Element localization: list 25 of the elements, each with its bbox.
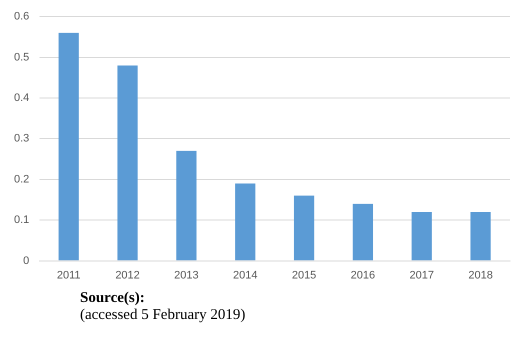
bar bbox=[412, 212, 432, 260]
text: (accessed 5 February 2019) bbox=[80, 307, 246, 324]
bar bbox=[235, 183, 256, 260]
y-tick-label: 0.3 bbox=[14, 132, 30, 145]
x-tick-label: 2014 bbox=[232, 269, 258, 282]
bar bbox=[352, 204, 374, 260]
y-tick-label: 0.2 bbox=[14, 173, 30, 186]
x-tick-label: 2013 bbox=[174, 269, 199, 282]
y-tick-label: 0 bbox=[23, 254, 30, 267]
bar bbox=[117, 65, 138, 260]
x-tick-label: 2015 bbox=[292, 269, 316, 282]
bar bbox=[176, 150, 197, 260]
y-tick-label: 0.1 bbox=[14, 214, 30, 226]
y-tick-label: 0.4 bbox=[14, 92, 30, 104]
bar bbox=[294, 196, 314, 260]
x-tick-label: 2016 bbox=[350, 269, 376, 282]
y-tick-label: 0.5 bbox=[14, 51, 30, 64]
bar bbox=[58, 32, 79, 260]
x-tick-label: 2017 bbox=[410, 269, 434, 282]
y-tick-label: 0.6 bbox=[14, 10, 30, 23]
x-tick-label: 2012 bbox=[115, 269, 140, 282]
x-tick-label: 2018 bbox=[468, 269, 493, 282]
x-tick-label: 2011 bbox=[56, 269, 81, 282]
bar bbox=[470, 212, 491, 260]
source-note: Source(s): bbox=[80, 290, 146, 307]
